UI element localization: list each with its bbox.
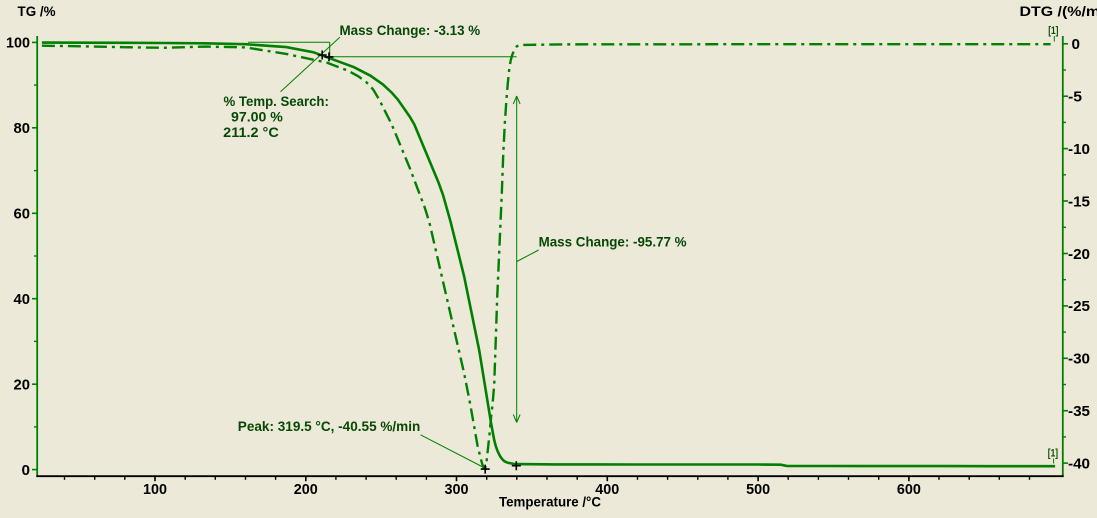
svg-text:211.2 °C: 211.2 °C xyxy=(223,124,279,140)
svg-text:-35: -35 xyxy=(1068,403,1090,420)
svg-text:-15: -15 xyxy=(1068,193,1090,210)
svg-text:100: 100 xyxy=(143,481,167,498)
svg-text:97.00 %: 97.00 % xyxy=(231,109,283,125)
svg-text:-20: -20 xyxy=(1068,246,1090,263)
svg-text:60: 60 xyxy=(14,206,31,223)
svg-text:40: 40 xyxy=(14,291,31,308)
svg-text:% Temp. Search:: % Temp. Search: xyxy=(224,93,329,109)
svg-text:-5: -5 xyxy=(1068,89,1082,106)
svg-text:DTG /(%/min): DTG /(%/min) xyxy=(1020,3,1097,19)
svg-text:0: 0 xyxy=(1072,36,1081,53)
svg-text:Peak: 319.5 °C, -40.55 %/min: Peak: 319.5 °C, -40.55 %/min xyxy=(238,418,420,434)
svg-text:300: 300 xyxy=(445,481,469,498)
svg-text:TG /%: TG /% xyxy=(18,3,57,19)
svg-text:[1]: [1] xyxy=(1048,25,1058,37)
svg-text:0: 0 xyxy=(22,462,31,479)
svg-text:600: 600 xyxy=(897,481,921,498)
svg-text:20: 20 xyxy=(14,377,31,394)
svg-text:-30: -30 xyxy=(1068,351,1090,368)
svg-text:400: 400 xyxy=(595,481,619,498)
svg-text:-25: -25 xyxy=(1068,298,1090,315)
svg-text:500: 500 xyxy=(746,481,770,498)
svg-text:-10: -10 xyxy=(1068,141,1090,158)
svg-text:-40: -40 xyxy=(1068,455,1090,472)
svg-text:Mass Change: -95.77 %: Mass Change: -95.77 % xyxy=(539,234,688,250)
svg-text:Temperature /°C: Temperature /°C xyxy=(499,494,601,510)
svg-text:Mass Change: -3.13 %: Mass Change: -3.13 % xyxy=(340,22,481,38)
svg-text:80: 80 xyxy=(14,120,31,137)
svg-text:200: 200 xyxy=(294,481,318,498)
svg-text:[1]: [1] xyxy=(1048,447,1058,459)
svg-text:100: 100 xyxy=(6,35,30,52)
